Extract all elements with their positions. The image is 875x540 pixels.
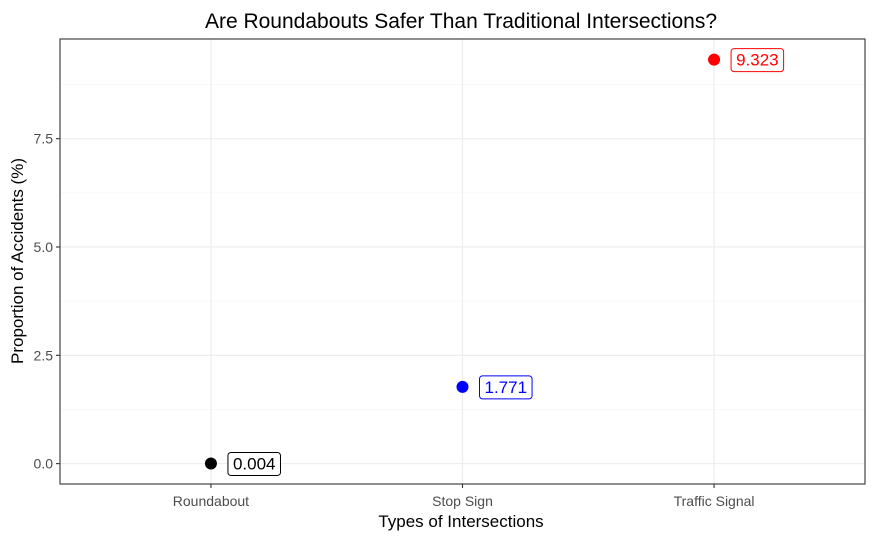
data-label: 9.323 [730, 48, 785, 73]
data-label-box [227, 451, 281, 476]
x-tick-label: Stop Sign [432, 493, 493, 509]
y-tick-label: 7.5 [34, 131, 54, 147]
data-point [204, 457, 217, 470]
x-axis: Roundabout Stop Sign Traffic Signal [173, 484, 755, 509]
y-axis-title: Proportion of Accidents (%) [8, 158, 27, 364]
data-label-text: 0.004 [233, 454, 276, 473]
x-axis-title: Types of Intersections [378, 512, 543, 531]
data-marks: 0.004 1.771 9.323 [204, 48, 785, 476]
data-label-text: 1.771 [485, 378, 528, 397]
x-tick-label: Traffic Signal [674, 493, 755, 509]
data-point [456, 380, 469, 393]
data-label-box [479, 375, 533, 400]
data-point [708, 53, 721, 66]
x-tick-label: Roundabout [173, 493, 249, 509]
data-label-text: 9.323 [736, 51, 779, 70]
data-label: 0.004 [227, 451, 281, 476]
y-tick-label: 0.0 [34, 456, 54, 472]
data-label: 1.771 [479, 375, 533, 400]
chart-title: Are Roundabouts Safer Than Traditional I… [205, 10, 717, 33]
grid [60, 39, 865, 484]
data-label-box [730, 48, 785, 73]
y-tick-label: 5.0 [34, 239, 54, 255]
y-tick-label: 2.5 [34, 347, 54, 363]
y-axis: 0.0 2.5 5.0 7.5 [34, 131, 60, 472]
